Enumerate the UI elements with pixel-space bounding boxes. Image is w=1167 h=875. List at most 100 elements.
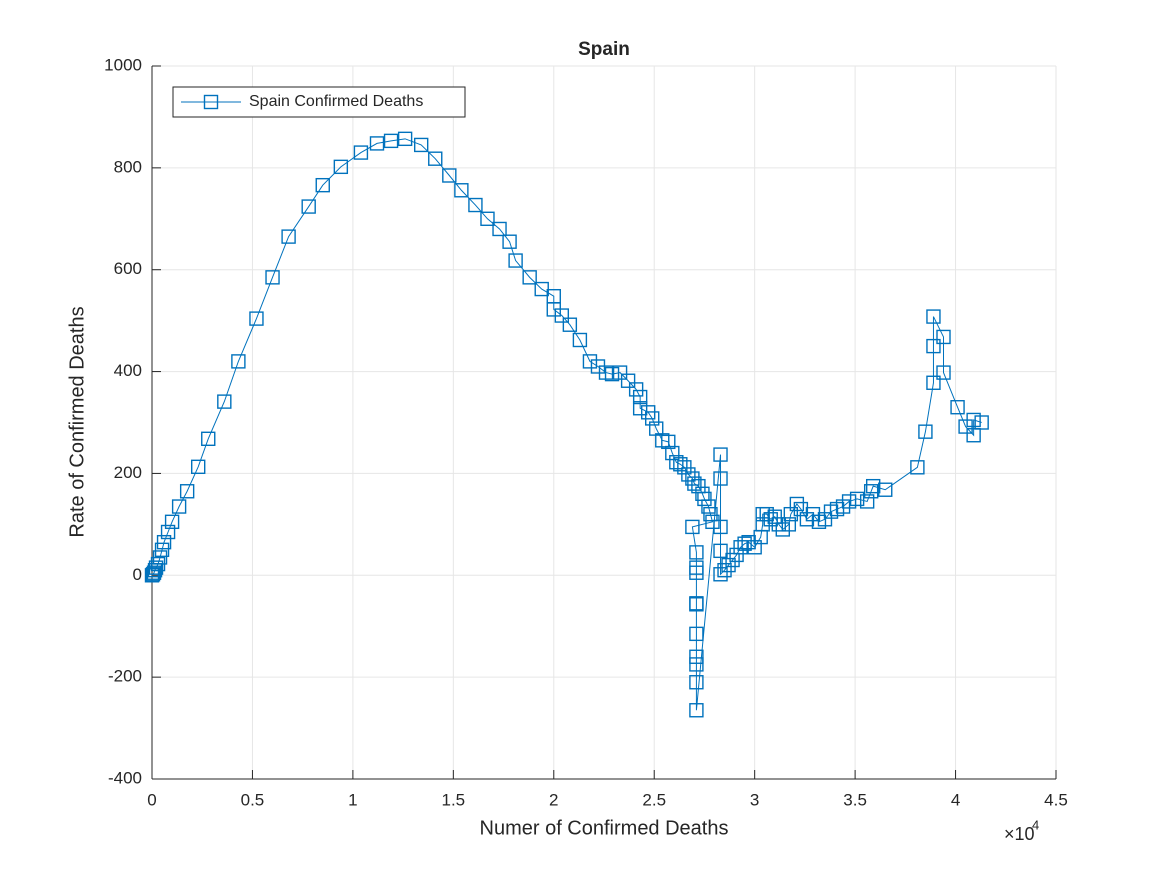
marker <box>661 434 676 450</box>
marker <box>632 389 648 405</box>
marker <box>701 499 716 514</box>
marker <box>966 412 981 428</box>
marker <box>152 550 168 565</box>
marker <box>156 534 172 550</box>
y-tick-label: 1000 <box>104 55 142 74</box>
marker <box>689 649 704 664</box>
x-tick-label: 0 <box>147 790 156 809</box>
marker <box>582 354 598 369</box>
marker <box>771 517 786 532</box>
marker <box>669 455 684 470</box>
x-multiplier-exponent: 4 <box>1032 817 1039 832</box>
marker <box>572 332 588 348</box>
legend-label: Spain Confirmed Deaths <box>249 93 423 110</box>
marker <box>713 567 728 582</box>
marker <box>936 365 951 380</box>
marker <box>522 270 537 285</box>
y-tick-label: 600 <box>114 259 142 278</box>
marker <box>763 512 778 527</box>
marker <box>926 309 941 324</box>
marker <box>502 234 517 249</box>
marker <box>697 491 712 507</box>
marker <box>974 415 989 430</box>
marker <box>717 562 732 578</box>
marker <box>841 494 857 509</box>
marker <box>492 221 507 237</box>
marker <box>689 597 704 612</box>
legend-marker <box>203 94 219 110</box>
marker <box>767 509 782 524</box>
x-tick-label: 4.5 <box>1044 790 1068 809</box>
marker <box>689 703 704 718</box>
marker <box>849 491 865 507</box>
marker <box>645 411 660 426</box>
marker <box>179 484 195 499</box>
marker <box>665 445 680 461</box>
marker <box>950 400 965 415</box>
marker <box>737 536 752 551</box>
marker <box>705 514 720 530</box>
marker <box>689 657 704 672</box>
marker <box>171 499 187 514</box>
x-tick-label: 3.5 <box>843 790 867 809</box>
y-tick-label: 200 <box>114 463 142 482</box>
marker <box>863 484 879 499</box>
marker <box>191 459 206 475</box>
y-tick-label: -400 <box>108 768 142 787</box>
marker <box>687 476 702 491</box>
marker <box>910 460 925 475</box>
marker <box>926 375 941 390</box>
marker <box>685 519 700 535</box>
marker <box>703 506 718 522</box>
marker <box>725 552 740 568</box>
marker <box>713 447 728 462</box>
marker <box>442 168 457 183</box>
marker <box>689 675 704 690</box>
marker <box>713 543 728 559</box>
marker <box>926 338 941 354</box>
marker <box>673 457 688 472</box>
x-tick-label: 3 <box>750 790 759 809</box>
x-multiplier: ×10 <box>1004 824 1035 844</box>
marker <box>369 136 385 151</box>
x-axis-label: Numer of Confirmed Deaths <box>480 817 729 839</box>
marker <box>689 565 704 580</box>
marker <box>859 494 875 509</box>
marker <box>160 524 176 540</box>
marker <box>146 565 162 580</box>
marker <box>383 133 399 149</box>
marker <box>936 329 951 345</box>
marker <box>781 517 797 532</box>
y-tick-label: 0 <box>133 565 142 584</box>
x-tick-label: 0.5 <box>241 790 265 809</box>
marker <box>265 270 280 285</box>
marker <box>281 229 296 244</box>
marker <box>918 424 933 439</box>
marker <box>713 471 728 486</box>
marker <box>249 311 264 326</box>
marker <box>468 197 483 213</box>
marker <box>397 131 413 147</box>
marker <box>353 145 369 160</box>
marker <box>713 519 728 535</box>
marker <box>148 560 164 575</box>
marker <box>231 354 246 369</box>
marker <box>966 428 981 443</box>
marker <box>508 253 523 268</box>
marker <box>755 517 770 532</box>
marker <box>865 478 881 494</box>
marker <box>454 183 469 198</box>
marker <box>554 308 570 323</box>
marker <box>632 401 648 416</box>
marker <box>562 317 578 332</box>
marker <box>721 557 736 573</box>
marker <box>689 626 704 642</box>
marker <box>729 547 744 563</box>
marker <box>154 542 170 558</box>
marker <box>789 496 805 512</box>
chart-title: Spain <box>578 39 630 60</box>
marker <box>628 382 644 397</box>
